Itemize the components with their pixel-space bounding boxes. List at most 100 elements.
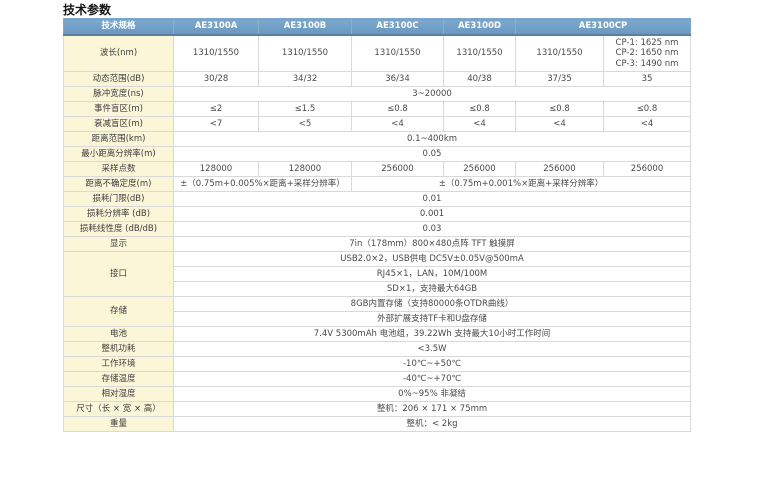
spec-label: 脉冲宽度(ns) (63, 86, 174, 102)
spec-label: 波长(nm) (63, 34, 174, 72)
spec-cell-span: 0.05 (172, 146, 692, 162)
spec-cell: 36/34 (351, 71, 444, 87)
spec-label: 电池 (63, 326, 174, 342)
spec-cell: ≤0.8 (351, 101, 444, 117)
row-loss-linearity: 损耗线性度 (dB/dB) 0.03 (63, 221, 692, 237)
spec-cell: 128000 (258, 161, 352, 177)
row-display: 显示 7in（178mm）800×480点阵 TFT 触摸屏 (63, 236, 692, 252)
row-min-distance-resolution: 最小距离分辨率(m) 0.05 (63, 146, 692, 162)
row-loss-threshold: 损耗门限(dB) 0.01 (63, 191, 692, 207)
spec-cell: 256000 (515, 161, 604, 177)
spec-cell-cp-wavelengths: CP-1: 1625 nm CP-2: 1650 nm CP-3: 1490 n… (602, 34, 692, 72)
spec-cell: 256000 (351, 161, 444, 177)
spec-label: 事件盲区(m) (63, 101, 174, 117)
row-loss-resolution: 损耗分辨率 (dB) 0.001 (63, 206, 692, 222)
spec-cell: <4 (602, 116, 692, 132)
header-model-ae3100a: AE3100A (173, 18, 259, 36)
row-storage-temperature: 存储温度 -40℃~+70℃ (63, 371, 692, 387)
spec-label: 最小距离分辨率(m) (63, 146, 174, 162)
spec-cell-span: SD×1，支持最大64GB (172, 281, 692, 297)
header-model-ae3100b: AE3100B (258, 18, 352, 36)
spec-cell-span: RJ45×1，LAN，10M/100M (172, 266, 692, 282)
spec-label: 整机功耗 (63, 341, 174, 357)
row-dynamic-range: 动态范围(dB) 30/28 34/32 36/34 40/38 37/35 3… (63, 71, 692, 87)
spec-cell-span: 7in（178mm）800×480点阵 TFT 触摸屏 (172, 236, 692, 252)
spec-cell-span: 3~20000 (172, 86, 692, 102)
header-spec-label: 技术规格 (63, 18, 174, 36)
spec-cell: 256000 (602, 161, 692, 177)
spec-cell: 1310/1550 (351, 34, 444, 72)
row-distance-uncertainty: 距离不确定度(m) ±（0.75m+0.005%×距离+采样分辨率） ±（0.7… (63, 176, 692, 192)
spec-cell-span: 0.1~400km (172, 131, 692, 147)
spec-cell: 34/32 (258, 71, 352, 87)
spec-label: 工作环境 (63, 356, 174, 372)
spec-cell-span: -40℃~+70℃ (172, 371, 692, 387)
spec-cell-span: 整机：206 × 171 × 75mm (172, 401, 692, 417)
spec-cell: <7 (173, 116, 259, 132)
spec-cell-span: 外部扩展支持TF卡和U盘存储 (172, 311, 692, 327)
header-model-ae3100c: AE3100C (351, 18, 444, 36)
spec-label: 距离范围(km) (63, 131, 174, 147)
spec-cell-span: 整机：< 2kg (172, 416, 692, 432)
spec-cell-span-ab: ±（0.75m+0.005%×距离+采样分辨率） (173, 176, 352, 192)
spec-cell-span: -10℃~+50℃ (172, 356, 692, 372)
spec-cell: 1310/1550 (443, 34, 516, 72)
spec-cell: 256000 (443, 161, 516, 177)
spec-label: 损耗线性度 (dB/dB) (63, 221, 174, 237)
spec-cell: ≤0.8 (515, 101, 604, 117)
spec-cell: 40/38 (443, 71, 516, 87)
spec-cell-span: 7.4V 5300mAh 电池组，39.22Wh 支持最大10小时工作时间 (172, 326, 692, 342)
cp-wavelength-line: CP-3: 1490 nm (615, 58, 679, 69)
spec-label: 重量 (63, 416, 174, 432)
header-model-ae3100cp: AE3100CP (514, 18, 692, 36)
page-title: 技术参数 (63, 3, 112, 17)
spec-cell-span: USB2.0×2，USB供电 DC5V±0.05V@500mA (172, 251, 692, 267)
spec-label: 存储温度 (63, 371, 174, 387)
spec-cell: 1310/1550 (515, 34, 604, 72)
row-battery: 电池 7.4V 5300mAh 电池组，39.22Wh 支持最大10小时工作时间 (63, 326, 692, 342)
spec-cell: 35 (602, 71, 692, 87)
spec-cell: <4 (443, 116, 516, 132)
spec-label: 接口 (63, 251, 174, 297)
spec-cell-span: 0.001 (172, 206, 692, 222)
spec-label: 显示 (63, 236, 174, 252)
row-operating-environment: 工作环境 -10℃~+50℃ (63, 356, 692, 372)
spec-label: 衰减盲区(m) (63, 116, 174, 132)
spec-cell-span: 0%~95% 非凝结 (172, 386, 692, 402)
spec-cell: 1310/1550 (258, 34, 352, 72)
spec-table: 技术规格 AE3100A AE3100B AE3100C AE3100D AE3… (63, 18, 692, 432)
header-model-ae3100d: AE3100D (443, 18, 516, 36)
row-event-dead-zone: 事件盲区(m) ≤2 ≤1.5 ≤0.8 ≤0.8 ≤0.8 ≤0.8 (63, 101, 692, 117)
row-wavelength: 波长(nm) 1310/1550 1310/1550 1310/1550 131… (63, 34, 692, 72)
spec-label: 动态范围(dB) (63, 71, 174, 87)
spec-cell: <4 (515, 116, 604, 132)
spec-label: 损耗分辨率 (dB) (63, 206, 174, 222)
spec-label: 距离不确定度(m) (63, 176, 174, 192)
cp-wavelength-line: CP-1: 1625 nm (615, 37, 679, 48)
header-row: 技术规格 AE3100A AE3100B AE3100C AE3100D AE3… (63, 18, 692, 36)
spec-label: 采样点数 (63, 161, 174, 177)
spec-cell: ≤0.8 (443, 101, 516, 117)
row-distance-range: 距离范围(km) 0.1~400km (63, 131, 692, 147)
spec-cell: <4 (351, 116, 444, 132)
row-storage-internal: 存储 8GB内置存储（支持80000条OTDR曲线） (63, 296, 692, 327)
spec-cell-span-cdcp: ±（0.75m+0.001%×距离+采样分辨率） (350, 176, 692, 192)
spec-cell: ≤2 (173, 101, 259, 117)
spec-label: 损耗门限(dB) (63, 191, 174, 207)
row-attenuation-dead-zone: 衰减盲区(m) <7 <5 <4 <4 <4 <4 (63, 116, 692, 132)
spec-cell: ≤0.8 (602, 101, 692, 117)
spec-label: 存储 (63, 296, 174, 327)
row-relative-humidity: 相对湿度 0%~95% 非凝结 (63, 386, 692, 402)
spec-cell: 37/35 (515, 71, 604, 87)
row-dimensions: 尺寸（长 × 宽 × 高） 整机：206 × 171 × 75mm (63, 401, 692, 417)
spec-label: 相对湿度 (63, 386, 174, 402)
row-interfaces-usb: 接口 USB2.0×2，USB供电 DC5V±0.05V@500mA (63, 251, 692, 297)
spec-cell-span: <3.5W (172, 341, 692, 357)
row-weight: 重量 整机：< 2kg (63, 416, 692, 432)
spec-cell: <5 (258, 116, 352, 132)
row-power-consumption: 整机功耗 <3.5W (63, 341, 692, 357)
row-sampling-points: 采样点数 128000 128000 256000 256000 256000 … (63, 161, 692, 177)
spec-cell-span: 0.01 (172, 191, 692, 207)
spec-label: 尺寸（长 × 宽 × 高） (63, 401, 174, 417)
